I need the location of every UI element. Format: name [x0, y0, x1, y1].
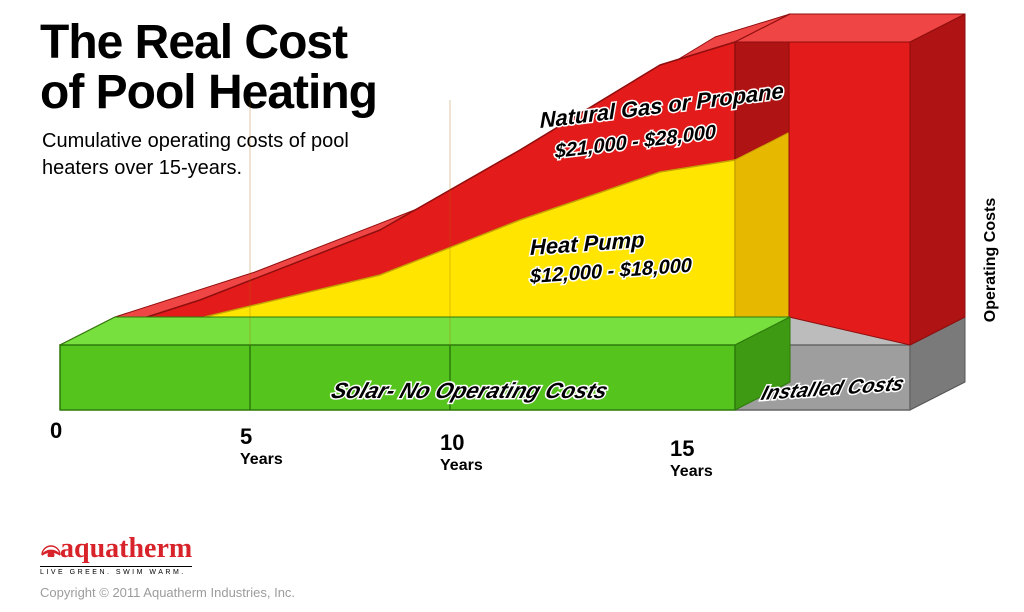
- brand-name: aquatherm: [60, 533, 192, 564]
- sun-icon: [40, 539, 62, 562]
- operating-pillar-front: [789, 14, 910, 345]
- operating-costs-label: Operating Costs: [982, 198, 999, 323]
- brand-tagline: LIVE GREEN. SWIM WARM.: [40, 566, 192, 576]
- operating-pillar-side: [910, 14, 965, 345]
- x-tick-value: 5: [240, 424, 252, 449]
- x-tick-value: 15: [670, 436, 694, 461]
- x-tick-unit: Years: [670, 463, 713, 480]
- solar-top: [60, 317, 790, 345]
- infographic: The Real Cost of Pool Heating Cumulative…: [0, 0, 1024, 612]
- copyright-text: Copyright © 2011 Aquatherm Industries, I…: [40, 585, 295, 600]
- x-tick-value: 10: [440, 430, 464, 455]
- brand-logo: aquatherm LIVE GREEN. SWIM WARM.: [40, 538, 192, 576]
- x-tick-unit: Years: [440, 457, 483, 474]
- cost-chart: 05Years10Years15YearsNatural Gas or Prop…: [0, 0, 1024, 612]
- x-tick-value: 0: [50, 418, 62, 443]
- x-tick-unit: Years: [240, 451, 283, 468]
- solar-label: Solar- No Operating Costs: [328, 379, 611, 403]
